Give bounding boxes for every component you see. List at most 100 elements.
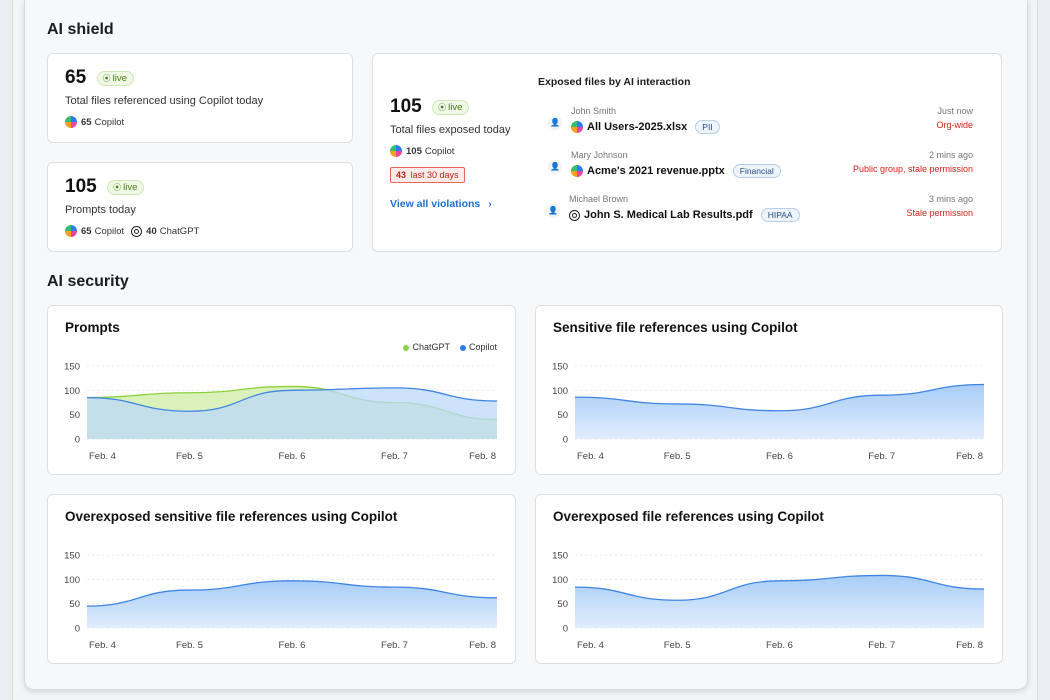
overexposed-sensitive-chart-card: 0 50 100 150 Feb. 4 Feb. 5 Feb. 6 Feb. 7 Feb. 8 …	[47, 494, 516, 664]
file-label: Acme's 2021 revenue.pptx	[587, 165, 725, 177]
x-tick-label: Feb. 5	[176, 451, 203, 462]
file-name: Acme's 2021 revenue.pptx Financial	[571, 164, 781, 178]
x-tick-label: Feb. 7	[868, 451, 895, 462]
chart-title: Overexposed file references using Copilo…	[553, 509, 824, 524]
source-breakdown: 65 Copilot 40 ChatGPT	[65, 225, 335, 237]
series-area	[575, 575, 984, 628]
prompts-subtitle: Prompts today	[65, 204, 136, 216]
live-icon: ⦿	[438, 102, 447, 112]
y-tick-label: 0	[563, 435, 568, 446]
file-name: All Users-2025.xlsx PII	[571, 120, 720, 134]
chatgpt-count: 40	[146, 225, 157, 237]
prompts-count: 105	[65, 176, 97, 197]
legend-label: Copilot	[468, 342, 497, 352]
copilot-label: Copilot	[94, 225, 125, 237]
y-tick-label: 100	[552, 575, 568, 586]
x-tick-label: Feb. 5	[664, 640, 691, 651]
source-breakdown: 65 Copilot	[65, 116, 335, 128]
x-tick-label: Feb. 7	[381, 640, 408, 651]
file-label: All Users-2025.xlsx	[587, 121, 688, 133]
y-tick-label: 50	[69, 599, 80, 610]
legend-label: ChatGPT	[412, 342, 450, 352]
exposed-count: 105	[390, 96, 422, 117]
y-tick-label: 150	[552, 551, 568, 562]
copilot-count: 65	[81, 225, 92, 237]
overexposed-file-references-chart-card: 0 50 100 150 Feb. 4 Feb. 5 Feb. 6 Feb. 7 Feb. 8 …	[535, 494, 1003, 664]
view-all-violations-label: View all violations	[390, 198, 481, 210]
view-all-violations-link[interactable]: View all violations ›	[390, 198, 510, 210]
sensitivity-tag: Financial	[732, 164, 781, 178]
copilot-icon	[571, 165, 583, 177]
chevron-right-icon: ›	[488, 198, 492, 210]
y-tick-label: 150	[552, 362, 568, 373]
y-tick-label: 0	[75, 624, 80, 635]
exposed-summary: 105 ⦿ live Total files exposed today 105 …	[390, 96, 510, 210]
sensitivity-tag: PII	[695, 120, 720, 134]
violation-count: 43	[396, 170, 407, 180]
x-tick-label: Feb. 4	[89, 640, 116, 651]
chart-title: Prompts	[65, 320, 120, 335]
x-tick-label: Feb. 7	[381, 451, 408, 462]
permission-status: Public group, stale permission	[852, 164, 973, 174]
copilot-count: 65	[81, 116, 92, 128]
files-referenced-subtitle: Total files referenced using Copilot tod…	[65, 95, 264, 107]
live-badge: ⦿ live	[107, 179, 145, 195]
chart-plot: 0 50 100 150 Feb. 4 Feb. 5 Feb. 6 Feb. 7 Feb. 8	[552, 551, 985, 651]
sensitive-file-references-chart-card: 0 50 100 150 Feb. 4 Feb. 5 Feb. 6 Feb. 7 Feb. 8 …	[535, 305, 1003, 475]
chart-title: Overexposed sensitive file references us…	[65, 509, 398, 524]
live-badge: ⦿ live	[96, 70, 134, 86]
user-name: John Smith	[571, 106, 617, 116]
chatgpt-label: ChatGPT	[159, 225, 200, 237]
files-referenced-card[interactable]: 65 ⦿ live Total files referenced using Co…	[47, 53, 353, 143]
live-label: live	[112, 72, 127, 84]
x-tick-label: Feb. 6	[766, 451, 793, 462]
exposed-subtitle: Total files exposed today	[390, 124, 511, 136]
user-icon: 👤	[548, 160, 562, 174]
copilot-count: 105	[406, 145, 422, 157]
list-item[interactable]: 👤 Mary Johnson Acme's 2021 revenue.pptx F…	[543, 150, 973, 186]
x-tick-label: Feb. 5	[176, 640, 203, 651]
x-tick-label: Feb. 8	[956, 640, 983, 651]
legend-item-chatgpt: ChatGPT	[403, 342, 450, 352]
x-tick-label: Feb. 6	[279, 640, 306, 651]
file-label: John S. Medical Lab Results.pdf	[584, 209, 753, 221]
x-tick-label: Feb. 8	[469, 640, 496, 651]
x-tick-label: Feb. 7	[868, 640, 895, 651]
legend-item-copilot: Copilot	[459, 342, 497, 352]
y-tick-label: 150	[64, 551, 80, 562]
x-tick-label: Feb. 8	[956, 451, 983, 462]
series-area	[575, 384, 984, 439]
series-area	[87, 580, 497, 628]
list-item[interactable]: 👤 John Smith All Users-2025.xlsx PII Just…	[543, 106, 973, 142]
live-badge: ⦿ live	[432, 99, 470, 115]
chart-plot: 0 50 100 150 Feb. 4 Feb. 5 Feb. 6 Feb. 7 Feb. 8	[552, 362, 985, 462]
y-tick-label: 100	[64, 575, 80, 586]
x-tick-label: Feb. 6	[279, 451, 306, 462]
live-icon: ⦿	[102, 73, 111, 83]
chart-plot: 0 50 100 150 Feb. 4 Feb. 5 Feb. 6 Feb. 7 Feb. 8	[64, 362, 498, 462]
x-tick-label: Feb. 6	[766, 640, 793, 651]
y-tick-label: 100	[552, 386, 568, 397]
x-tick-label: Feb. 4	[89, 451, 116, 462]
copilot-icon	[390, 145, 402, 157]
timestamp: 3 mins ago	[928, 194, 973, 204]
permission-status: Org-wide	[936, 120, 973, 130]
copilot-icon	[571, 121, 583, 133]
copilot-label: Copilot	[424, 145, 455, 157]
list-item[interactable]: 👤 Michael Brown John S. Medical Lab Resu…	[541, 194, 973, 230]
timestamp: Just now	[937, 106, 973, 116]
violations-badge: 43 last 30 days	[390, 167, 465, 183]
chart-legend: ChatGPT Copilot	[403, 342, 497, 352]
user-name: Mary Johnson	[571, 150, 628, 160]
exposed-list-title: Exposed files by AI interaction	[538, 76, 691, 88]
prompts-today-card[interactable]: 105 ⦿ live Prompts today 65 Copilot 40 Ch…	[47, 162, 353, 252]
y-tick-label: 50	[557, 599, 568, 610]
y-tick-label: 100	[64, 386, 80, 397]
source-breakdown: 105 Copilot	[390, 145, 510, 157]
live-label: live	[123, 181, 138, 193]
copilot-dot-icon	[459, 344, 466, 351]
y-tick-label: 50	[69, 410, 80, 421]
chatgpt-icon	[131, 225, 143, 237]
series-area	[87, 387, 497, 439]
y-tick-label: 0	[75, 435, 80, 446]
